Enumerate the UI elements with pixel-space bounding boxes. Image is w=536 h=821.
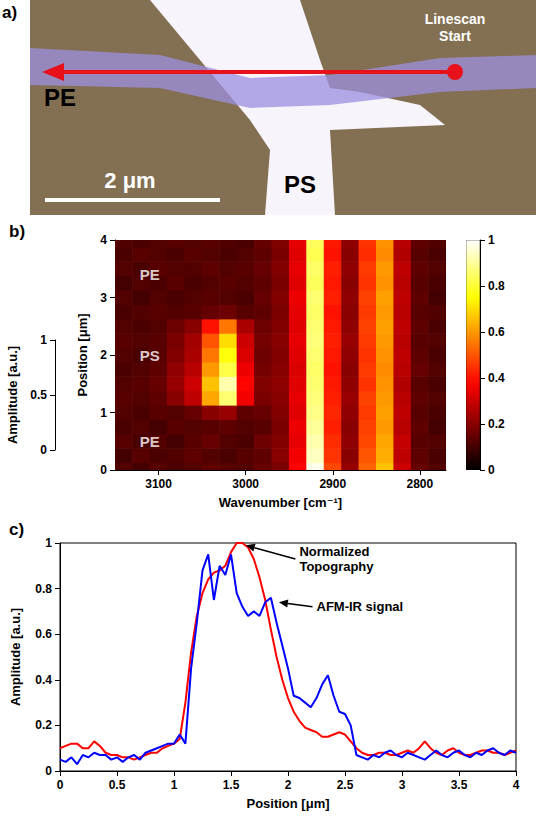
svg-text:Linescan: Linescan [425,11,486,27]
svg-text:a): a) [2,3,17,22]
svg-text:c): c) [9,520,24,539]
svg-text:2: 2 [100,348,107,362]
svg-text:3000: 3000 [232,477,259,491]
svg-text:Amplitude [a.u.]: Amplitude [a.u.] [8,608,23,706]
svg-text:Position [μm]: Position [μm] [246,796,329,811]
svg-text:Wavenumber [cm⁻¹]: Wavenumber [cm⁻¹] [219,495,342,510]
svg-text:2900: 2900 [319,477,346,491]
svg-text:PE: PE [44,84,76,111]
svg-text:1: 1 [488,233,495,247]
svg-text:0.6: 0.6 [488,325,505,339]
svg-text:4: 4 [513,778,520,792]
svg-text:PS: PS [140,347,160,364]
svg-text:2: 2 [285,778,292,792]
svg-text:0.8: 0.8 [488,279,505,293]
svg-text:1: 1 [40,333,47,347]
svg-text:1.5: 1.5 [223,778,240,792]
svg-text:0.5: 0.5 [109,778,126,792]
svg-text:PE: PE [140,433,160,450]
svg-text:Start: Start [439,28,471,44]
svg-text:1: 1 [171,778,178,792]
svg-text:2800: 2800 [407,477,434,491]
svg-text:3: 3 [100,291,107,305]
svg-text:0.8: 0.8 [35,582,52,596]
svg-text:0: 0 [57,778,64,792]
svg-text:0.4: 0.4 [35,673,52,687]
svg-text:3: 3 [399,778,406,792]
svg-text:Normalized: Normalized [299,544,369,559]
svg-text:Position [μm]: Position [μm] [75,313,90,396]
svg-text:3.5: 3.5 [451,778,468,792]
svg-text:AFM-IR signal: AFM-IR signal [317,599,404,614]
svg-text:0: 0 [100,463,107,477]
svg-text:1: 1 [100,406,107,420]
svg-text:b): b) [9,222,25,241]
svg-text:PS: PS [284,171,316,198]
svg-text:PE: PE [140,266,160,283]
svg-text:0.2: 0.2 [35,718,52,732]
svg-text:1: 1 [45,536,52,550]
svg-text:0.5: 0.5 [30,388,47,402]
svg-text:Amplitude [a.u.]: Amplitude [a.u.] [5,346,20,444]
svg-text:0.6: 0.6 [35,627,52,641]
svg-text:0: 0 [40,443,47,457]
svg-text:0.4: 0.4 [488,371,505,385]
svg-text:2.5: 2.5 [337,778,354,792]
svg-text:2 μm: 2 μm [104,168,155,193]
svg-text:0: 0 [45,764,52,778]
svg-text:0: 0 [488,463,495,477]
svg-text:3100: 3100 [145,477,172,491]
svg-text:Topography: Topography [299,559,374,574]
svg-text:4: 4 [100,233,107,247]
svg-text:0.2: 0.2 [488,417,505,431]
